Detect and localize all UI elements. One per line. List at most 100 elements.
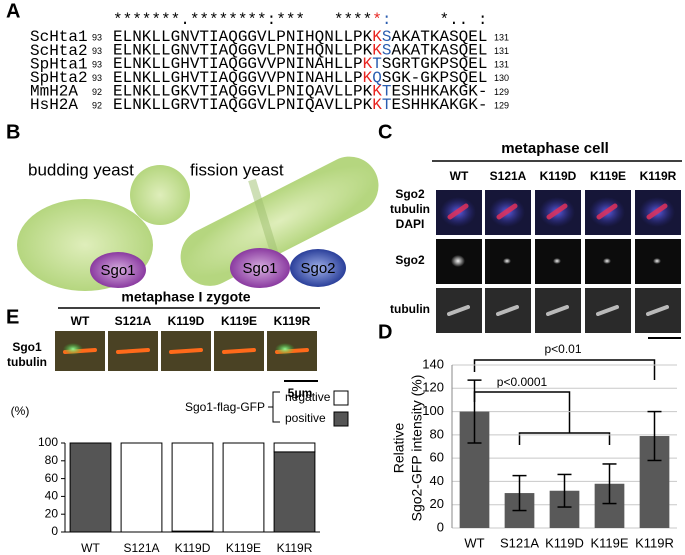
micrograph-signal xyxy=(503,258,511,264)
row-label: Sgo1 xyxy=(12,340,42,354)
sequence-name: SpHta1 xyxy=(30,55,88,73)
axis-label: Sgo2-GFP intensity (%) xyxy=(409,375,425,522)
micrograph-signal xyxy=(275,343,295,355)
fission-yeast-cell xyxy=(180,156,379,288)
sequence-segment: *.. : xyxy=(391,11,487,29)
residue-number: 93 xyxy=(92,73,102,83)
column-label: S121A xyxy=(115,314,152,328)
error-bar xyxy=(512,474,527,512)
micrograph-signal xyxy=(603,258,611,264)
micrograph-signal xyxy=(653,258,661,264)
y-tick-label: 60 xyxy=(430,450,444,465)
y-tick-label: 100 xyxy=(422,403,444,418)
y-tick-label: 0 xyxy=(51,524,58,538)
scale-label: 5μm xyxy=(288,386,313,400)
sequence-segment: T xyxy=(382,83,392,101)
column-label: K119D xyxy=(168,314,205,328)
sequence-segment: K xyxy=(372,96,382,114)
sequence-name: ScHta1 xyxy=(30,28,88,46)
micrograph-signal xyxy=(546,203,568,220)
legend-swatch xyxy=(333,390,349,406)
column-label: K119R xyxy=(640,169,677,183)
sequence-segment: ELNKLLGNVTIAQGGVLPNIHQNLLPK xyxy=(113,28,373,46)
residue-number: 92 xyxy=(92,87,102,97)
sequence-segment: SGRTGKPSQEL xyxy=(382,55,488,73)
sequence-segment: Q xyxy=(372,69,382,87)
legend-swatch xyxy=(333,411,349,427)
significance-bracket xyxy=(473,359,656,380)
error-bar xyxy=(557,473,572,508)
bar-segment xyxy=(69,442,112,533)
sequence-segment: ELNKLLGHVTIAQGGVVPNINAHLLP xyxy=(113,55,363,73)
micrograph-signal xyxy=(596,203,618,220)
column-label: K119E xyxy=(221,314,257,328)
row-label: Sgo2 xyxy=(395,187,425,201)
residue-number: 130 xyxy=(494,73,509,83)
label: Sgo1 xyxy=(100,262,135,279)
sequence: ELNKLLGHVTIAQGGVVPNINAHLLPKQSGK-GKPSQEL xyxy=(113,69,487,87)
axis-label: (%) xyxy=(11,404,30,418)
sequence-segment: K xyxy=(363,55,373,73)
sequence-segment: K xyxy=(372,83,382,101)
sequence: *******.********:*** *****: *.. : xyxy=(113,11,487,29)
micrograph-signal xyxy=(447,305,470,316)
error-bar xyxy=(602,463,617,505)
y-tick-label: 0 xyxy=(437,519,444,534)
x-tick-label: K119R xyxy=(635,535,674,550)
sequence-name: SpHta2 xyxy=(30,69,88,87)
micrograph-signal xyxy=(596,305,619,316)
bar-segment xyxy=(273,442,316,453)
micrograph-signal xyxy=(169,348,203,354)
legend-label: negative xyxy=(285,390,331,404)
micrograph-signal xyxy=(496,203,518,220)
sequence-segment: S xyxy=(382,28,392,46)
residue-number: 93 xyxy=(92,32,102,42)
sequence: ELNKLLGHVTIAQGGVVPNINAHLLPKTSGRTGKPSQEL xyxy=(113,55,487,73)
sequence-name: MmH2A xyxy=(30,83,78,101)
panel-label: E xyxy=(6,306,19,328)
micrograph-signal xyxy=(451,255,465,267)
micrograph-signal xyxy=(646,305,669,316)
annotation: p<0.01 xyxy=(544,342,581,356)
residue-number: 129 xyxy=(494,100,509,110)
residue-number: 93 xyxy=(92,60,102,70)
label: budding yeast xyxy=(28,160,134,179)
micrograph-signal xyxy=(546,305,569,316)
panel-label: C xyxy=(378,121,392,143)
sequence-segment: * xyxy=(372,11,382,29)
sequence: ELNKLLGNVTIAQGGVLPNIHQNLLPKKSAKATKASQEL xyxy=(113,42,487,60)
y-tick-label: 40 xyxy=(45,489,59,503)
residue-number: 129 xyxy=(494,87,509,97)
column-label: S121A xyxy=(490,169,527,183)
sequence-segment: T xyxy=(382,96,392,114)
error-bar xyxy=(647,410,662,462)
x-tick-label: WT xyxy=(81,541,100,555)
row-label: tubulin xyxy=(7,355,47,369)
residue-number: 131 xyxy=(494,46,509,56)
column-label: WT xyxy=(71,314,90,328)
micrograph-signal xyxy=(447,203,469,220)
significance-bracket xyxy=(518,432,611,445)
label: Sgo2 xyxy=(300,260,335,277)
annotation: p<0.0001 xyxy=(497,375,548,389)
sequence-segment: : xyxy=(382,11,392,29)
x-tick-label: K119E xyxy=(226,541,261,555)
budding-yeast-cell xyxy=(17,165,190,291)
sequence-segment: K xyxy=(372,28,382,46)
sequence: ELNKLLGKVTIAQGGVLPNIQAVLLPKKTESHHKAKGK- xyxy=(113,83,487,101)
legend-label: positive xyxy=(285,411,326,425)
micrograph-signal xyxy=(646,203,668,220)
sequence-name: ScHta2 xyxy=(30,42,88,60)
x-tick-label: S121A xyxy=(500,535,539,550)
axis-label: Relative xyxy=(391,423,407,474)
x-tick-label: WT xyxy=(464,535,484,550)
panel-title: metaphase cell xyxy=(501,140,609,157)
sequence-segment: AKATKASQEL xyxy=(391,28,487,46)
residue-number: 131 xyxy=(494,60,509,70)
sequence: ELNKLLGNVTIAQGGVLPNIHQNLLPKKSAKATKASQEL xyxy=(113,28,487,46)
y-tick-label: 60 xyxy=(45,471,59,485)
y-tick-label: 20 xyxy=(45,506,59,520)
legend-brace xyxy=(268,391,280,423)
y-tick-label: 140 xyxy=(422,356,444,371)
